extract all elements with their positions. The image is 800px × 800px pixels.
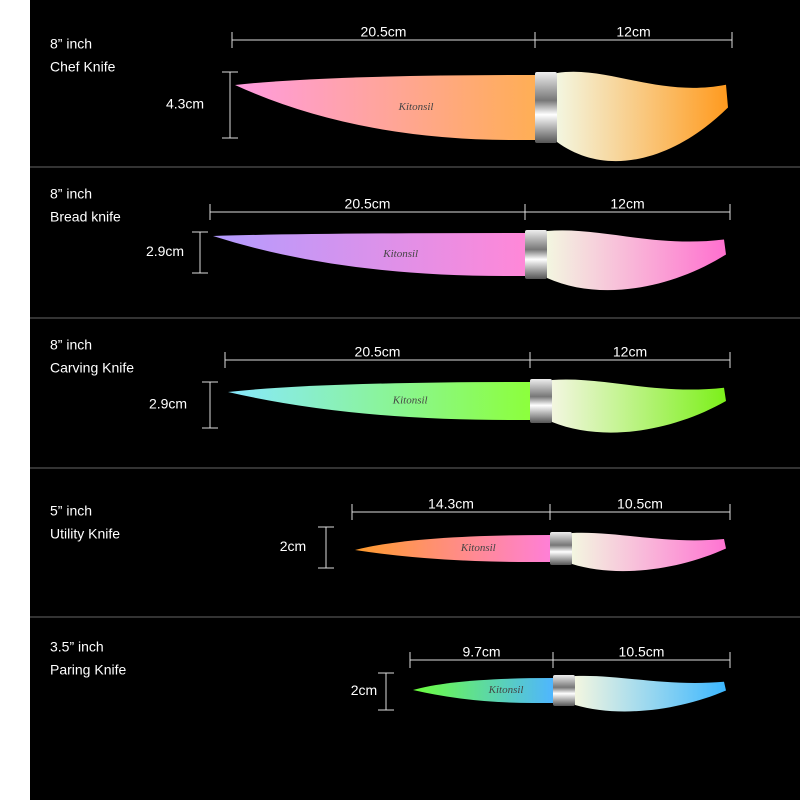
knife-name: Paring Knife: [50, 662, 126, 678]
knife-name: Chef Knife: [50, 59, 116, 75]
brand-logo: Kitonsil: [488, 684, 524, 696]
blade: [228, 382, 530, 420]
blade-length: 14.3cm: [428, 496, 474, 512]
knife-size: 8” inch: [50, 186, 92, 202]
bolster: [530, 379, 552, 423]
knife-name: Utility Knife: [50, 526, 120, 542]
knife-size: 3.5” inch: [50, 639, 104, 655]
handle: [572, 532, 726, 572]
knife-size: 8” inch: [50, 337, 92, 353]
blade: [213, 233, 525, 276]
blade-length: 20.5cm: [355, 344, 401, 360]
brand-logo: Kitonsil: [398, 101, 434, 113]
brand-logo: Kitonsil: [382, 248, 418, 260]
blade-height: 2cm: [351, 682, 377, 698]
knife-name: Carving Knife: [50, 360, 134, 376]
blade: [355, 535, 550, 562]
handle-length: 10.5cm: [617, 496, 663, 512]
brand-logo: Kitonsil: [460, 542, 496, 554]
blade: [413, 678, 553, 703]
handle-length: 12cm: [610, 196, 644, 212]
blade-height: 2.9cm: [146, 243, 184, 259]
blade-height: 4.3cm: [166, 96, 204, 112]
bolster: [550, 532, 572, 565]
knife-size: 5” inch: [50, 503, 92, 519]
knife-name: Bread knife: [50, 209, 121, 225]
handle: [575, 675, 726, 712]
handle-length: 12cm: [616, 24, 650, 40]
blade-height: 2cm: [280, 538, 306, 554]
blade-length: 20.5cm: [361, 24, 407, 40]
handle: [552, 379, 726, 433]
blade: [235, 75, 535, 140]
handle: [547, 230, 726, 291]
bolster: [525, 230, 547, 279]
bolster: [553, 675, 575, 706]
blade-length: 9.7cm: [462, 644, 500, 660]
blade-height: 2.9cm: [149, 396, 187, 412]
brand-logo: Kitonsil: [392, 395, 428, 407]
handle: [557, 71, 728, 162]
blade-length: 20.5cm: [345, 196, 391, 212]
handle-length: 10.5cm: [619, 644, 665, 660]
knife-size: 8” inch: [50, 36, 92, 52]
handle-length: 12cm: [613, 344, 647, 360]
bolster: [535, 72, 557, 143]
